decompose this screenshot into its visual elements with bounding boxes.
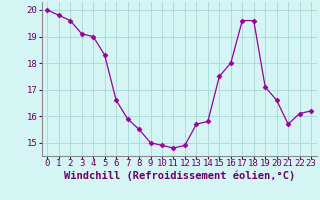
X-axis label: Windchill (Refroidissement éolien,°C): Windchill (Refroidissement éolien,°C) (64, 171, 295, 181)
